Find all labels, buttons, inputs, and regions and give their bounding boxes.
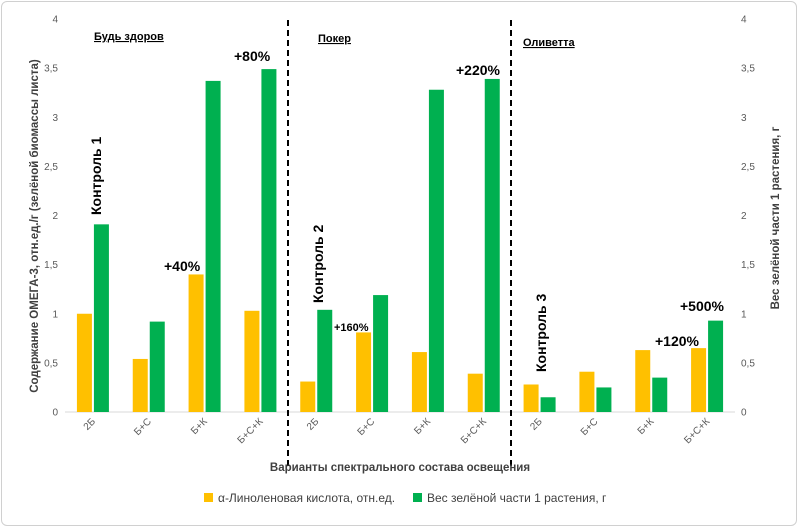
bar-green-weight <box>484 78 500 413</box>
y2-tick-label: 0,5 <box>741 358 755 369</box>
group-label-3: Оливетта <box>523 37 576 49</box>
category-label: Б+К <box>636 416 657 437</box>
y2-tick-label: 0 <box>741 408 747 419</box>
bar-green-weight <box>149 321 165 412</box>
y2-axis-title: Вес зелёной части 1 растения, г <box>770 126 782 309</box>
bar-green-weight <box>596 387 612 412</box>
bars <box>76 69 724 413</box>
annotation-control-3: Контроль 3 <box>533 293 549 372</box>
bar-alpha-linolenic <box>411 352 427 412</box>
bar-alpha-linolenic <box>635 350 651 412</box>
y2-tick-label: 1,5 <box>741 260 755 271</box>
legend-swatch-alpha <box>204 493 213 502</box>
group-label-2: Покер <box>318 33 351 45</box>
bar-alpha-linolenic <box>523 384 539 412</box>
bar-alpha-linolenic <box>76 313 92 412</box>
y-axis-title: Содержание ОМЕГА-3, отн.ед./г (зелёной б… <box>29 59 41 393</box>
y2-tick-label: 3 <box>741 113 747 124</box>
bar-green-weight <box>428 89 444 413</box>
annotation-control-2: Контроль 2 <box>310 224 326 303</box>
category-label: Б+С+К <box>459 416 489 446</box>
bar-green-weight <box>373 295 389 412</box>
y2-tick-label: 2 <box>741 211 747 222</box>
bar-green-weight <box>708 320 724 412</box>
bar-alpha-linolenic <box>467 373 483 412</box>
y2-tick-label: 2,5 <box>741 162 755 173</box>
category-label: Б+С <box>579 416 601 438</box>
y-tick-label: 3 <box>52 113 58 124</box>
annotation-plus-220: +220% <box>456 62 501 78</box>
group-label-1: Будь здоров <box>94 31 164 43</box>
category-label: Б+С <box>356 416 378 438</box>
left-axis-ticks: 0 0,5 1 1,5 2 2,5 3 3,5 4 <box>44 15 58 419</box>
annotation-plus-500: +500% <box>680 298 725 314</box>
right-axis-ticks: 0 0,5 1 1,5 2 2,5 3 3,5 4 <box>741 15 755 419</box>
category-label: Б+К <box>412 416 433 437</box>
annotation-plus-120: +120% <box>655 333 700 349</box>
category-label: 2Б <box>528 416 545 433</box>
bar-alpha-linolenic <box>579 371 595 412</box>
bar-green-weight <box>205 80 221 413</box>
bar-green-weight <box>540 397 556 412</box>
y-tick-label: 0 <box>52 408 58 419</box>
y-tick-label: 0,5 <box>44 358 58 369</box>
legend-label-weight: Вес зелёной части 1 растения, г <box>427 491 607 505</box>
bar-green-weight <box>317 309 333 412</box>
bar-alpha-linolenic <box>132 358 148 412</box>
category-label: Б+С+К <box>236 416 266 446</box>
y-tick-label: 3,5 <box>44 64 58 75</box>
y2-tick-label: 4 <box>741 15 747 26</box>
category-label: Б+С <box>132 416 154 438</box>
y-tick-label: 4 <box>52 15 58 26</box>
y2-tick-label: 3,5 <box>741 64 755 75</box>
category-labels: 2Б Б+С Б+К Б+С+К 2Б Б+С Б+К Б+С+К 2Б Б+С Б+К Б+С+К <box>82 416 713 446</box>
y2-tick-label: 1 <box>741 309 747 320</box>
category-label: Б+С+К <box>682 416 712 446</box>
bar-alpha-linolenic <box>188 274 204 412</box>
bar-alpha-linolenic <box>300 381 316 412</box>
bar-green-weight <box>652 377 668 412</box>
bar-alpha-linolenic <box>691 348 707 412</box>
bar-green-weight <box>93 224 109 412</box>
y-tick-label: 1 <box>52 309 58 320</box>
annotation-plus-80: +80% <box>234 48 271 64</box>
bar-green-weight <box>261 69 277 413</box>
category-label: 2Б <box>305 416 322 433</box>
bar-alpha-linolenic <box>356 332 372 412</box>
annotation-control-1: Контроль 1 <box>88 136 104 215</box>
bar-alpha-linolenic <box>244 310 260 412</box>
y-tick-label: 2 <box>52 211 58 222</box>
y-tick-label: 2,5 <box>44 162 58 173</box>
category-label: 2Б <box>82 416 99 433</box>
x-axis-title: Варианты спектрального состава освещения <box>270 462 530 474</box>
legend-swatch-weight <box>413 493 422 502</box>
annotation-plus-40: +40% <box>164 258 201 274</box>
y-tick-label: 1,5 <box>44 260 58 271</box>
annotation-plus-160: +160% <box>334 322 369 334</box>
category-label: Б+К <box>189 416 210 437</box>
legend-label-alpha: α-Линоленовая кислота, отн.ед. <box>218 491 395 505</box>
